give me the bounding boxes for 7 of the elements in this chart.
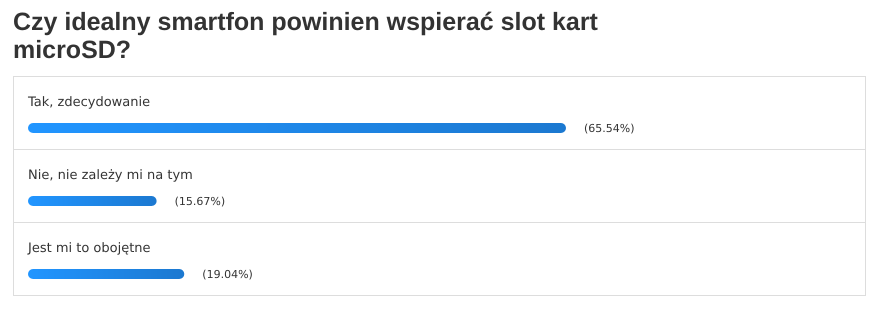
y-tick-label: Tak, zdecydowanie xyxy=(27,95,150,110)
data-label: (15.67%) xyxy=(174,195,226,208)
y-tick-label: Nie, nie zależy mi na tym xyxy=(28,168,193,183)
data-label: (65.54%) xyxy=(584,122,635,135)
data-label: (19.04%) xyxy=(202,268,253,281)
chart-title: Czy idealny smartfon powinien wspierać slot kart microSD? xyxy=(13,8,599,64)
y-tick-label: Jest mi to obojętne xyxy=(27,241,151,256)
